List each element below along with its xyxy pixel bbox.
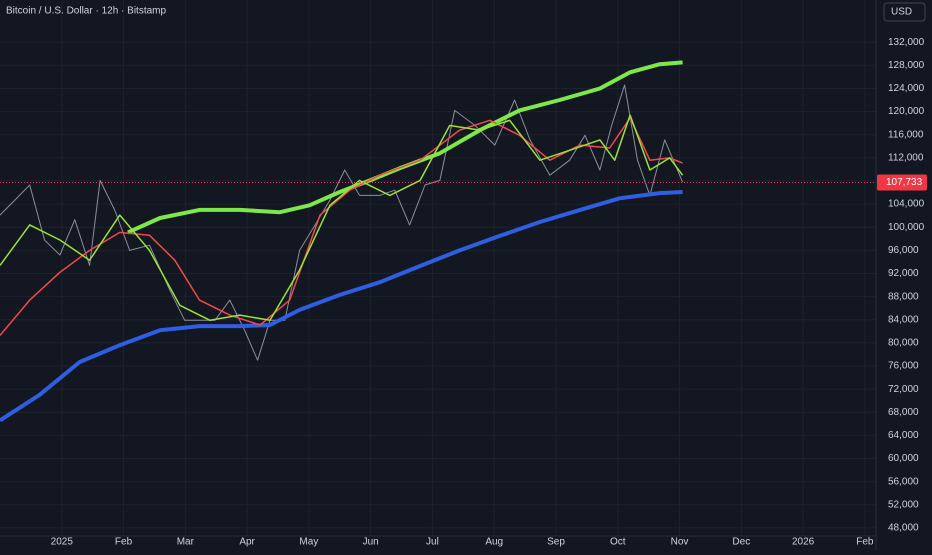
x-tick-label: Jun [363,537,379,548]
x-tick-label: Aug [485,537,503,548]
y-tick-label: 100,000 [888,222,925,233]
y-tick-label: 80,000 [888,338,919,349]
axes: 48,000 52,000 56,000 60,000 64,000 68,000 72,0… [51,37,927,548]
currency-button[interactable] [883,2,926,22]
x-tick-label: Feb [115,537,133,548]
y-tick-label: 92,000 [888,268,919,279]
y-tick-label: 68,000 [888,407,919,418]
y-tick-label: 132,000 [888,37,925,48]
y-tick-label: 72,000 [888,384,919,395]
y-tick-label: 96,000 [888,245,919,256]
x-tick-label: 2026 [792,537,815,548]
y-tick-label: 116,000 [888,129,924,140]
x-tick-label: Sep [547,537,565,548]
y-tick-label: 84,000 [888,314,919,325]
y-tick-label: 76,000 [888,361,919,372]
series [0,60,876,423]
y-tick-label: 64,000 [888,430,919,441]
series-line [0,117,683,336]
x-tick-label: Oct [610,537,626,548]
last-price-badge [877,174,927,191]
currency-label[interactable]: USD [891,7,912,18]
y-tick-label: 56,000 [888,476,919,487]
y-tick-label: 120,000 [888,106,925,117]
y-tick-label: 124,000 [888,83,925,94]
chart-title: Bitcoin / U.S. Dollar · 12h · Bitstamp [6,6,166,17]
y-tick-label: 88,000 [888,291,919,302]
series-line [0,190,683,423]
grid [0,0,876,536]
last-price-label: 107,733 [886,177,923,188]
x-tick-label: Dec [732,537,750,548]
x-tick-label: Nov [671,537,689,548]
y-tick-label: 104,000 [888,199,925,210]
x-tick-label: Apr [239,537,255,548]
x-tick-label: May [299,537,318,548]
y-tick-label: 60,000 [888,453,919,464]
x-tick-label: Jul [426,537,439,548]
y-tick-label: 52,000 [888,499,919,510]
y-tick-label: 48,000 [888,523,919,534]
x-tick-label: Feb [856,537,874,548]
series-line [0,84,684,361]
x-tick-label: Mar [177,537,195,548]
x-tick-label: 2025 [51,537,74,548]
y-tick-label: 112,000 [888,152,924,163]
y-tick-label: 128,000 [888,60,925,71]
series-line [0,114,684,322]
